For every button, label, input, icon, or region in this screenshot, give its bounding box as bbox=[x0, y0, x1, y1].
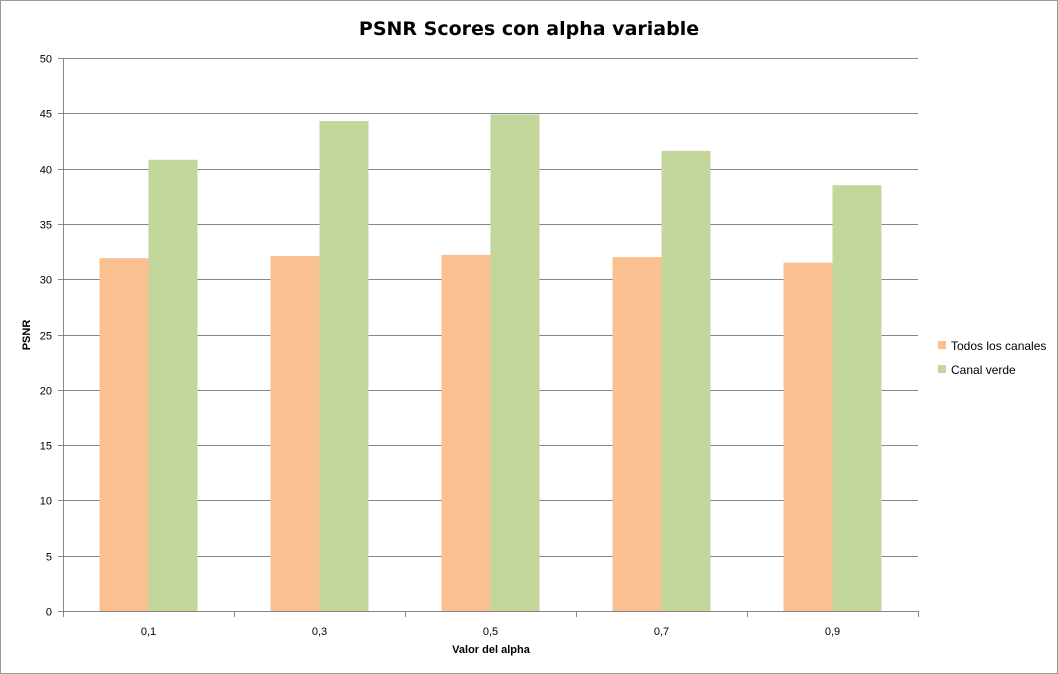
bar-series-1-1 bbox=[99, 258, 149, 611]
y-tick-label: 35 bbox=[40, 220, 52, 232]
x-tick-label: 0,7 bbox=[654, 626, 669, 638]
x-tick-label: 0,1 bbox=[141, 626, 156, 638]
bar-series-2-3 bbox=[490, 114, 540, 611]
y-tick-label: 45 bbox=[40, 109, 52, 121]
legend-swatch bbox=[938, 341, 946, 349]
x-axis-ticks: 0,1 0,3 0,5 0,7 0,9 bbox=[63, 611, 919, 638]
y-tick-label: 50 bbox=[40, 54, 52, 66]
y-tick-label: 20 bbox=[40, 386, 52, 398]
y-tick-label: 10 bbox=[40, 496, 52, 508]
y-axis-title: PSNR bbox=[21, 320, 33, 351]
y-tick-label: 15 bbox=[40, 441, 52, 453]
bar-series-1-4 bbox=[612, 257, 662, 611]
bar-series-1-2 bbox=[270, 255, 320, 611]
legend-label: Todos los canales bbox=[951, 339, 1046, 353]
bar-series-2-1 bbox=[148, 159, 198, 611]
x-tick-label: 0,5 bbox=[483, 626, 498, 638]
bar-series-2-5 bbox=[832, 185, 882, 611]
bar-series-2-2 bbox=[319, 121, 369, 612]
y-tick-label: 25 bbox=[40, 331, 52, 343]
legend-label: Canal verde bbox=[951, 363, 1016, 377]
y-tick-label: 30 bbox=[40, 275, 52, 287]
bar-series-2-4 bbox=[661, 150, 711, 612]
bars bbox=[99, 114, 882, 612]
legend-swatch bbox=[938, 365, 946, 373]
axes bbox=[63, 58, 918, 612]
y-axis-ticks: 0 5 10 15 20 25 30 35 40 45 50 bbox=[40, 54, 63, 619]
bar-series-1-3 bbox=[441, 254, 491, 612]
y-tick-label: 5 bbox=[46, 552, 52, 564]
x-tick-label: 0,9 bbox=[825, 626, 840, 638]
x-tick-label: 0,3 bbox=[312, 626, 327, 638]
y-tick-label: 40 bbox=[40, 165, 52, 177]
chart-title: PSNR Scores con alpha variable bbox=[359, 18, 699, 40]
bar-series-1-5 bbox=[783, 262, 833, 611]
y-tick-label: 0 bbox=[46, 607, 52, 619]
legend: Todos los canales Canal verde bbox=[938, 339, 1046, 377]
x-axis-title: Valor del alpha bbox=[452, 644, 531, 656]
